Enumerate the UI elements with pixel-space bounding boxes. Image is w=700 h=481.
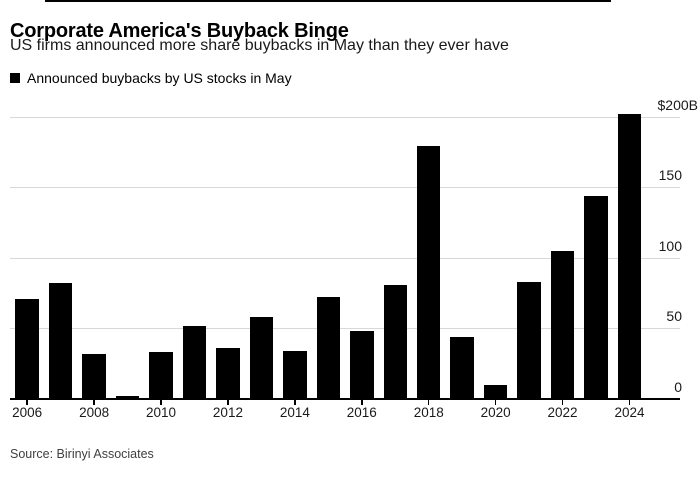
x-axis-tick — [628, 400, 631, 405]
legend-label: Announced buybacks by US stocks in May — [27, 70, 292, 86]
source-attribution: Source: Birinyi Associates — [10, 447, 154, 461]
x-axis-tick — [160, 400, 162, 405]
x-axis-tick — [427, 400, 430, 405]
bar-2016 — [350, 331, 374, 399]
y-axis-tick-label: 150 — [658, 167, 682, 184]
gridline-150 — [10, 187, 680, 189]
bar-2022 — [550, 250, 575, 399]
chart-title: Corporate America's Buyback Binge — [10, 20, 349, 43]
x-axis-tick — [227, 400, 229, 405]
x-axis-tick-label: 2006 — [12, 405, 43, 420]
x-axis-tick — [294, 400, 296, 405]
chart-subtitle: US firms announced more share buybacks i… — [10, 37, 509, 54]
bar-2013 — [249, 317, 274, 399]
top-crop-line — [45, 0, 611, 2]
legend-swatch-icon — [10, 73, 20, 83]
x-axis-tick-label: 2024 — [614, 405, 645, 420]
gridline-100 — [10, 257, 680, 259]
y-axis-tick-label: 100 — [658, 237, 682, 254]
bar-2008 — [82, 353, 106, 399]
bar-2009 — [115, 396, 140, 399]
x-axis-tick — [26, 400, 28, 405]
x-axis-tick-label: 2016 — [346, 405, 377, 420]
x-axis-tick-label: 2020 — [480, 405, 511, 420]
bar-2021 — [517, 281, 541, 399]
bar-2019 — [450, 336, 474, 399]
x-axis-tick — [361, 400, 363, 405]
bar-2023 — [584, 195, 608, 399]
x-axis-tick — [494, 400, 497, 405]
bar-2007 — [48, 283, 73, 399]
bar-2018 — [416, 146, 441, 399]
gridline-200 — [10, 116, 680, 118]
x-axis-tick-label: 2012 — [212, 405, 243, 420]
x-axis-tick-label: 2014 — [279, 405, 310, 420]
bar-2020 — [483, 384, 508, 399]
bar-2014 — [283, 350, 307, 399]
x-axis-tick-label: 2018 — [413, 405, 444, 420]
bar-2015 — [316, 297, 341, 399]
y-axis-tick-label: $200B — [657, 96, 698, 113]
x-axis-line — [10, 398, 680, 400]
x-axis-tick — [561, 400, 564, 405]
bar-2010 — [149, 352, 173, 399]
bar-2012 — [216, 348, 240, 399]
x-axis-tick-label: 2010 — [146, 405, 177, 420]
y-axis-tick-label: 0 — [674, 379, 682, 395]
bar-2006 — [15, 298, 39, 399]
x-axis-tick — [93, 400, 95, 405]
bar-2011 — [182, 325, 207, 399]
bar-2024 — [617, 113, 642, 399]
gridline-50 — [10, 328, 680, 330]
chart-legend: Announced buybacks by US stocks in May — [10, 70, 292, 86]
y-axis-tick-label: 50 — [666, 308, 682, 325]
bar-2017 — [383, 284, 407, 399]
x-axis-tick-label: 2008 — [79, 405, 110, 420]
x-axis-tick-label: 2022 — [547, 405, 578, 420]
